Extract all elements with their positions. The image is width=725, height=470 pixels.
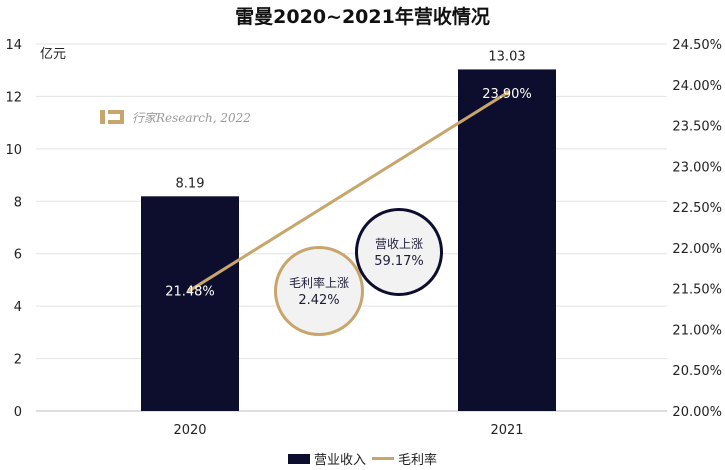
y-left-tick-label: 0 — [14, 405, 22, 420]
watermark-text: 行家Research, 2022 — [132, 110, 251, 125]
logo-icon — [100, 110, 124, 124]
y-right-tick-label: 24.50% — [672, 38, 722, 53]
y-right-tick-label: 22.50% — [672, 201, 722, 216]
y-right-tick-label: 20.50% — [672, 364, 722, 379]
y-left-tick-label: 14 — [5, 38, 22, 53]
y-left-tick-label: 10 — [5, 143, 22, 158]
bar — [458, 69, 556, 411]
x-tick-label: 2020 — [173, 423, 206, 438]
margin-change-value: 2.42% — [298, 293, 340, 308]
revenue-change-callout: 营收上涨 59.17% — [355, 208, 443, 296]
margin-change-callout: 毛利率上涨 2.42% — [274, 246, 364, 336]
legend-bar-swatch — [287, 453, 310, 464]
legend-bar-label: 营业收入 — [313, 453, 366, 468]
line-value-label: 21.48% — [165, 284, 215, 299]
y-right-tick-label: 21.50% — [672, 283, 722, 298]
y-left-tick-label: 4 — [14, 300, 22, 315]
y-left-tick-label: 8 — [14, 195, 22, 210]
chart-title: 雷曼2020~2021年营收情况 — [235, 6, 490, 28]
legend-line-label: 毛利率 — [398, 453, 438, 468]
legend: 营业收入 毛利率 — [0, 449, 725, 468]
revenue-change-value: 59.17% — [374, 254, 424, 269]
y-right-tick-label: 21.00% — [672, 323, 722, 338]
line-value-label: 23.90% — [482, 87, 532, 102]
x-tick-label: 2021 — [490, 423, 523, 438]
line-point — [187, 287, 193, 293]
watermark: 行家Research, 2022 — [100, 108, 251, 126]
y-right-tick-label: 23.50% — [672, 120, 722, 135]
y-axis-unit-label: 亿元 — [40, 47, 67, 62]
line-point — [504, 90, 510, 96]
y-right-tick-label: 20.00% — [672, 405, 722, 420]
y-right-tick-label: 22.00% — [672, 242, 722, 257]
y-left-tick-label: 2 — [14, 353, 22, 368]
y-left-tick-label: 6 — [14, 248, 22, 263]
bar-value-label: 8.19 — [176, 176, 205, 191]
y-right-tick-label: 23.00% — [672, 160, 722, 175]
y-left-tick-label: 12 — [5, 90, 22, 105]
bar — [141, 196, 239, 411]
margin-change-label: 毛利率上涨 — [288, 276, 349, 290]
line-series — [189, 91, 508, 292]
legend-line-swatch — [372, 457, 394, 460]
y-right-tick-label: 24.00% — [672, 79, 722, 94]
bar-value-label: 13.03 — [488, 49, 525, 64]
revenue-change-label: 营收上涨 — [374, 237, 423, 251]
